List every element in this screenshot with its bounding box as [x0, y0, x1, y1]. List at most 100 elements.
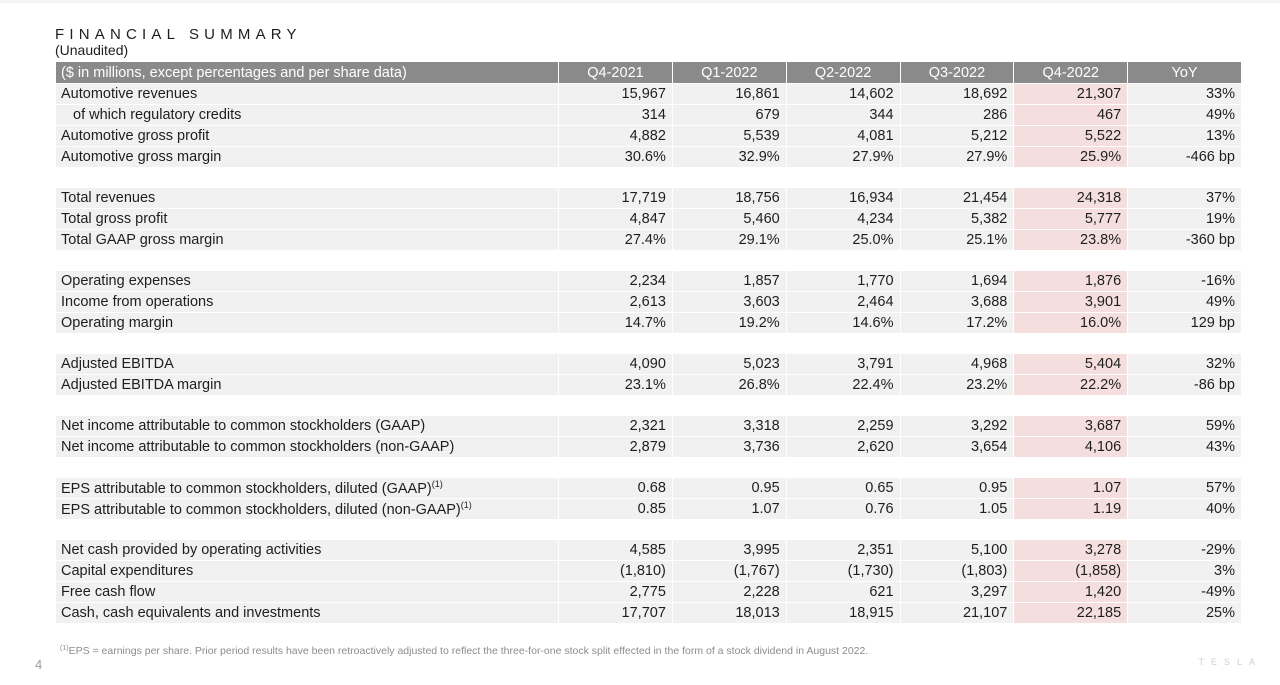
row-label: Total revenues: [56, 187, 559, 208]
cell-value: 1.05: [899, 498, 1014, 519]
row-label: Adjusted EBITDA: [56, 353, 559, 374]
cell-value: 22.2%: [1013, 374, 1128, 395]
column-header-q2-2022: Q2-2022: [785, 62, 900, 83]
cell-value: 3,297: [899, 581, 1014, 602]
column-header-units: ($ in millions, except percentages and p…: [56, 62, 559, 83]
cell-value: 15,967: [558, 83, 672, 104]
cell-value: 14,602: [785, 83, 900, 104]
table-row: Adjusted EBITDA 4,090 5,023 3,791 4,968 5,404…: [56, 353, 1241, 374]
cell-value: 344: [785, 104, 900, 125]
table-row: Adjusted EBITDA margin 23.1% 26.8% 22.4% 23.…: [56, 374, 1241, 395]
cell-value: 3,688: [899, 291, 1014, 312]
cell-yoy: 49%: [1127, 291, 1241, 312]
cell-value: 32.9%: [671, 146, 786, 167]
page-subtitle: (Unaudited): [55, 42, 129, 58]
cell-value: 0.95: [671, 477, 786, 498]
cell-yoy: -466 bp: [1127, 146, 1241, 167]
cell-value: 1,770: [785, 270, 900, 291]
cell-value: 4,585: [558, 539, 672, 560]
cell-yoy: 43%: [1127, 436, 1241, 457]
table-row: Operating margin 14.7% 19.2% 14.6% 17.2% 16.0…: [56, 312, 1241, 333]
cell-value: 16,934: [785, 187, 900, 208]
cell-value: 5,212: [899, 125, 1014, 146]
cell-value: 1,694: [899, 270, 1014, 291]
cell-value: 29.1%: [671, 229, 786, 250]
cell-value: 2,775: [558, 581, 672, 602]
row-label-text: Cash, cash equivalents and investments: [61, 605, 321, 621]
footnote-ref: (1): [460, 500, 472, 510]
cell-yoy: 3%: [1127, 560, 1241, 581]
cell-value: 286: [899, 104, 1014, 125]
cell-yoy: 13%: [1127, 125, 1241, 146]
cell-value: 5,460: [671, 208, 786, 229]
row-label-text: Free cash flow: [61, 584, 156, 600]
row-label-text: Adjusted EBITDA margin: [61, 377, 222, 393]
cell-value: 5,522: [1013, 125, 1128, 146]
cell-value: 1,857: [671, 270, 786, 291]
row-label: Operating expenses: [56, 270, 559, 291]
cell-value: 3,995: [671, 539, 786, 560]
cell-value: 0.65: [785, 477, 900, 498]
row-label: Total GAAP gross margin: [56, 229, 559, 250]
row-label: Automotive gross margin: [56, 146, 559, 167]
cell-value: 3,687: [1013, 415, 1128, 436]
row-label: Operating margin: [56, 312, 559, 333]
table-row: Automotive revenues 15,967 16,861 14,602 18,…: [56, 83, 1241, 104]
cell-yoy: 49%: [1127, 104, 1241, 125]
cell-value: 1,876: [1013, 270, 1128, 291]
footnote-text: EPS = earnings per share. Prior period r…: [68, 645, 869, 657]
cell-value: 18,692: [899, 83, 1014, 104]
cell-value: 1.07: [1013, 477, 1128, 498]
cell-value: 14.7%: [558, 312, 672, 333]
page-title: FINANCIAL SUMMARY: [55, 26, 302, 43]
row-label: Cash, cash equivalents and investments: [56, 602, 559, 623]
cell-value: 2,321: [558, 415, 672, 436]
cell-value: 5,777: [1013, 208, 1128, 229]
cell-value: 22.4%: [785, 374, 900, 395]
row-label: Automotive revenues: [56, 83, 559, 104]
table-row: Automotive gross profit 4,882 5,539 4,081 5,…: [56, 125, 1241, 146]
table-row: Capital expenditures (1,810) (1,767) (1,730…: [56, 560, 1241, 581]
row-label-text: Adjusted EBITDA: [61, 356, 174, 372]
cell-value: 25.0%: [785, 229, 900, 250]
cell-value: 16.0%: [1013, 312, 1128, 333]
cell-value: 14.6%: [785, 312, 900, 333]
cell-value: 467: [1013, 104, 1128, 125]
cell-value: 5,023: [671, 353, 786, 374]
cell-value: 23.2%: [899, 374, 1014, 395]
row-label-text: Automotive gross margin: [61, 149, 222, 165]
row-label: Net cash provided by operating activitie…: [56, 539, 559, 560]
cell-value: 3,292: [899, 415, 1014, 436]
table-row: Total revenues 17,719 18,756 16,934 21,454 24…: [56, 187, 1241, 208]
cell-value: 5,539: [671, 125, 786, 146]
cell-value: 1,420: [1013, 581, 1128, 602]
cell-value: 2,351: [785, 539, 900, 560]
cell-value: 18,013: [671, 602, 786, 623]
row-label-text: Net cash provided by operating activitie…: [61, 542, 322, 558]
column-header-q3-2022: Q3-2022: [899, 62, 1014, 83]
cell-value: 27.4%: [558, 229, 672, 250]
cell-value: 2,879: [558, 436, 672, 457]
row-label-text: Net income attributable to common stockh…: [61, 418, 426, 434]
cell-value: 4,106: [1013, 436, 1128, 457]
cell-value: 3,791: [785, 353, 900, 374]
cell-value: 3,318: [671, 415, 786, 436]
row-label-text: Income from operations: [61, 294, 214, 310]
cell-value: 0.85: [558, 498, 672, 519]
row-label: Net income attributable to common stockh…: [56, 415, 559, 436]
cell-yoy: 32%: [1127, 353, 1241, 374]
row-label-text: Net income attributable to common stockh…: [61, 439, 455, 455]
cell-value: 4,882: [558, 125, 672, 146]
cell-value: 4,234: [785, 208, 900, 229]
group-spacer: [56, 250, 1241, 270]
cell-value: 17,719: [558, 187, 672, 208]
cell-value: 3,736: [671, 436, 786, 457]
row-label: Total gross profit: [56, 208, 559, 229]
column-header-yoy: YoY: [1127, 62, 1241, 83]
cell-yoy: 33%: [1127, 83, 1241, 104]
cell-value: 4,081: [785, 125, 900, 146]
row-label-text: EPS attributable to common stockholders,…: [61, 481, 432, 497]
cell-value: 2,613: [558, 291, 672, 312]
cell-value: 22,185: [1013, 602, 1128, 623]
column-header-q1-2022: Q1-2022: [671, 62, 786, 83]
